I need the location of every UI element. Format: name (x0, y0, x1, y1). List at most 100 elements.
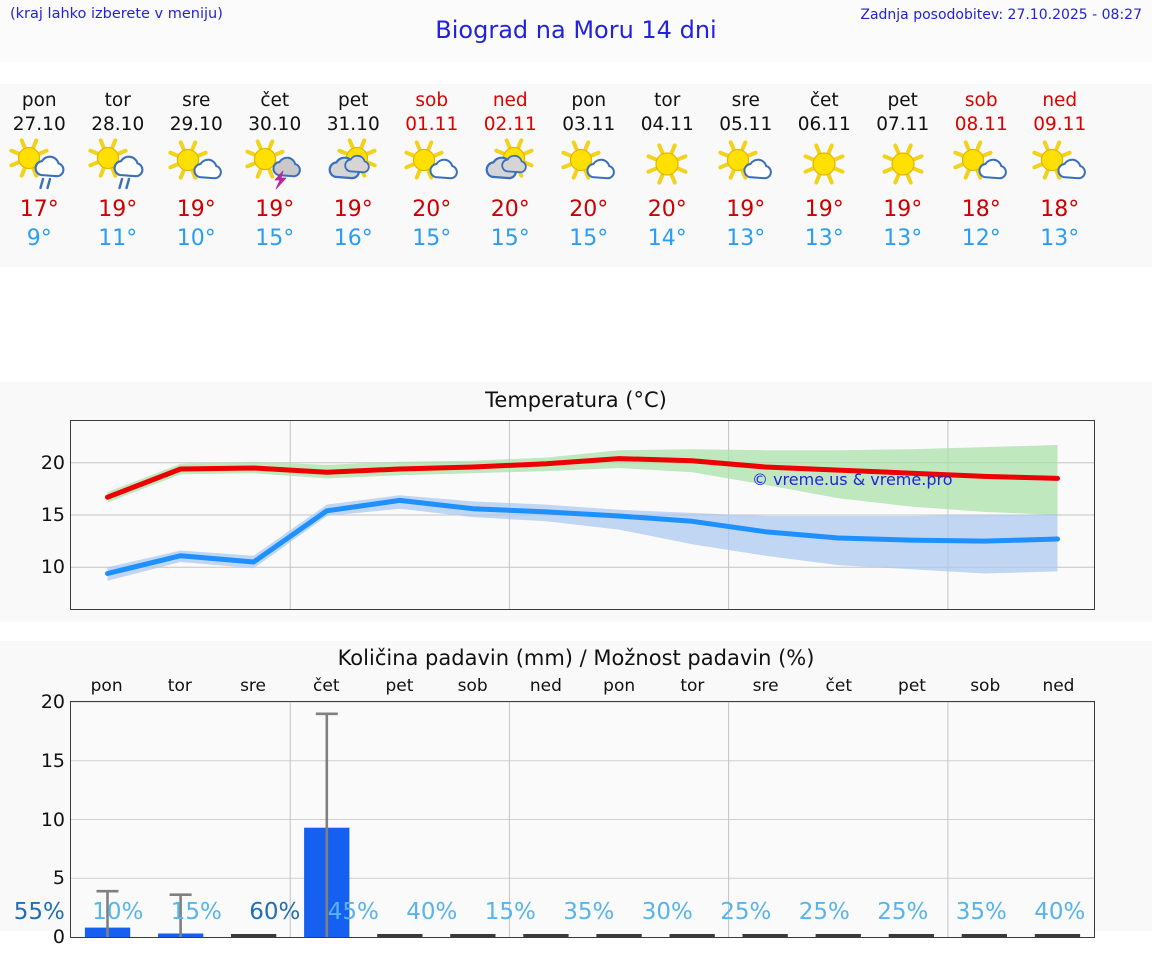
precipitation-day-label: sre (752, 676, 779, 696)
precipitation-probability: 10% (92, 899, 144, 925)
precipitation-probability: 55% (13, 899, 65, 925)
day-column[interactable]: sob 08.11 18° 12° (942, 84, 1021, 267)
precipitation-chart-title: Količina padavin (mm) / Možnost padavin … (337, 646, 815, 670)
day-name: tor (104, 90, 131, 111)
day-name: pet (338, 90, 369, 111)
temperature-y-tick: 10 (40, 556, 65, 579)
precipitation-probability: 40% (1034, 899, 1086, 925)
precipitation-y-tick: 5 (52, 867, 65, 890)
sun-cloud-rain-icon (79, 137, 158, 195)
day-date: 05.11 (719, 114, 773, 135)
day-temp-min: 14° (647, 226, 687, 251)
temperature-y-tick: 20 (40, 451, 65, 474)
day-column[interactable]: ned 02.11 20° 15° (471, 84, 550, 267)
day-temp-max: 20° (647, 197, 687, 222)
day-column[interactable]: čet 30.10 19° 15° (236, 84, 315, 267)
day-name: čet (809, 90, 839, 111)
precipitation-day-label: ned (529, 676, 562, 696)
sun-cloud-icon (393, 137, 472, 195)
day-name: tor (654, 90, 681, 111)
day-date: 04.11 (640, 114, 694, 135)
day-date: 02.11 (483, 114, 537, 135)
day-temp-max: 17° (19, 197, 59, 222)
precipitation-y-tick: 20 (40, 691, 65, 713)
day-column[interactable]: sre 05.11 19° 13° (707, 84, 786, 267)
day-date: 28.10 (91, 114, 145, 135)
day-column[interactable]: pon 27.10 17° 9° (0, 84, 79, 267)
day-temp-min: 12° (961, 226, 1001, 251)
precipitation-probability: 35% (955, 899, 1007, 925)
day-temp-min: 13° (804, 226, 844, 251)
sun-cloud-icon (942, 137, 1021, 195)
day-date: 29.10 (169, 114, 223, 135)
day-date: 07.11 (876, 114, 930, 135)
day-temp-min: 15° (255, 226, 295, 251)
day-name: sob (964, 90, 998, 111)
precipitation-probability-row: 55% 10% 15% 60% 45% 40% 15% 35% 30% 25% 25% 25% 35% 4… (0, 899, 1152, 925)
daily-forecast-strip: pon 27.10 17° 9° tor 28.10 19° 11° sre 29.10 19… (0, 84, 1152, 267)
sun-icon (628, 137, 707, 195)
day-temp-min: 10° (176, 226, 216, 251)
day-name: sob (415, 90, 449, 111)
day-temp-min: 15° (490, 226, 530, 251)
day-column[interactable]: ned 09.11 18° 13° (1021, 84, 1100, 267)
day-date: 30.10 (248, 114, 302, 135)
sun-icon (864, 137, 943, 195)
day-temp-max: 19° (883, 197, 923, 222)
precipitation-day-label: pet (898, 676, 926, 696)
precipitation-probability: 40% (406, 899, 458, 925)
sun-cloud-icon (1021, 137, 1100, 195)
day-temp-min: 16° (333, 226, 373, 251)
day-column[interactable]: tor 28.10 19° 11° (79, 84, 158, 267)
precipitation-probability: 15% (170, 899, 222, 925)
day-temp-max: 18° (1040, 197, 1080, 222)
precipitation-probability: 35% (563, 899, 615, 925)
sun-cloud-icon (550, 137, 629, 195)
copyright-label: © vreme.us & vreme.pro (752, 470, 953, 489)
day-temp-max: 19° (333, 197, 373, 222)
day-name: pet (887, 90, 918, 111)
precipitation-plot: 0 5 10 15 20 (41, 691, 1095, 948)
day-column[interactable]: čet 06.11 19° 13° (785, 84, 864, 267)
day-column[interactable]: pon 03.11 20° 15° (550, 84, 629, 267)
precipitation-probability: 60% (249, 899, 301, 925)
precipitation-day-label: pet (385, 676, 414, 696)
precipitation-day-label: tor (167, 676, 192, 696)
day-date: 31.10 (326, 114, 380, 135)
precipitation-probability: 25% (798, 899, 850, 925)
precipitation-probability: 25% (720, 899, 772, 925)
last-updated-label: Zadnja posodobitev: 27.10.2025 - 08:27 (860, 7, 1142, 23)
day-temp-min: 13° (726, 226, 766, 251)
cloud-sun-icon (314, 137, 393, 195)
precipitation-panel: Količina padavin (mm) / Možnost padavin … (0, 641, 1152, 948)
day-temp-min: 13° (1040, 226, 1080, 251)
day-column[interactable]: pet 31.10 19° 16° (314, 84, 393, 267)
cloud-sun-icon (471, 137, 550, 195)
day-temp-max: 19° (98, 197, 138, 222)
day-column[interactable]: sob 01.11 20° 15° (393, 84, 472, 267)
day-column[interactable]: tor 04.11 20° 14° (628, 84, 707, 267)
day-column[interactable]: sre 29.10 19° 10° (157, 84, 236, 267)
day-name: pon (21, 90, 57, 111)
menu-hint: (kraj lahko izberete v meniju) (10, 6, 223, 22)
temperature-chart-title: Temperatura (°C) (485, 388, 667, 412)
day-column[interactable]: pet 07.11 19° 13° (864, 84, 943, 267)
temperature-y-tick: 15 (40, 504, 65, 526)
day-name: pon (571, 90, 607, 111)
precipitation-day-label: sob (970, 676, 1001, 696)
day-name: sre (182, 90, 211, 111)
day-date: 08.11 (954, 114, 1008, 135)
day-name: sre (731, 90, 760, 111)
day-name: ned (1042, 90, 1078, 111)
temperature-panel: Temperatura (°C) 10 15 20 © vreme.us & vre… (0, 382, 1152, 622)
precipitation-day-label: tor (680, 676, 705, 696)
day-temp-min: 13° (883, 226, 923, 251)
day-temp-max: 20° (569, 197, 609, 222)
day-temp-min: 9° (26, 226, 52, 251)
sun-cloud-rain-icon (0, 137, 79, 195)
page-title: Biograd na Moru 14 dni (435, 16, 717, 44)
sun-icon (785, 137, 864, 195)
day-name: čet (260, 90, 290, 111)
precipitation-day-label: čet (825, 676, 853, 696)
